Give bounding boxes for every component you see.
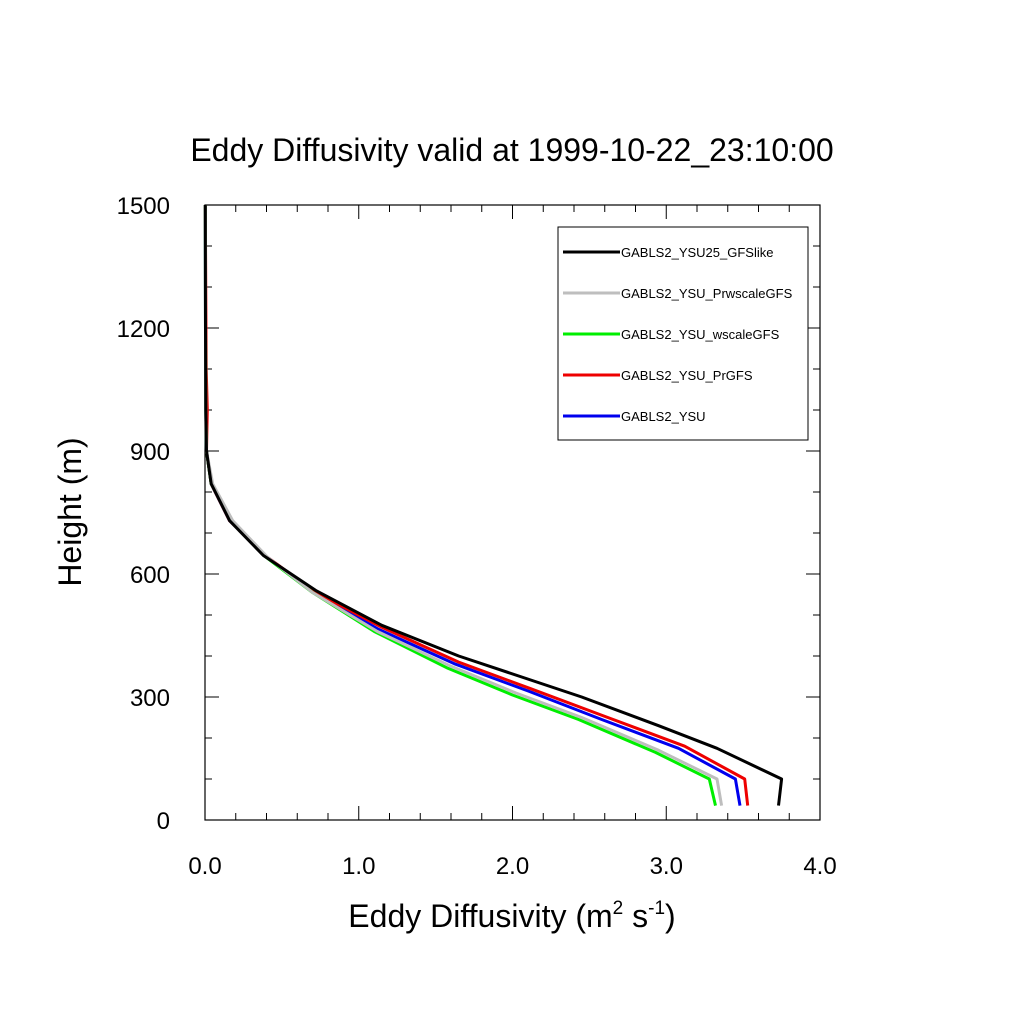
legend-label: GABLS2_YSU_wscaleGFS xyxy=(621,327,780,342)
y-axis-label: Height (m) xyxy=(52,437,88,586)
y-tick-label: 300 xyxy=(130,685,170,712)
chart-title: Eddy Diffusivity valid at 1999-10-22_23:… xyxy=(190,132,833,168)
series-line-gabls2-ysu25-gfslike xyxy=(203,204,784,806)
legend-label: GABLS2_YSU_PrGFS xyxy=(621,368,753,383)
x-axis-label: Eddy Diffusivity (m2 s-1) xyxy=(348,898,675,934)
x-tick-label: 3.0 xyxy=(650,853,683,880)
y-tick-label: 900 xyxy=(130,439,170,466)
x-axis-label-sup1: 2 xyxy=(613,898,624,919)
y-tick-label: 1200 xyxy=(117,316,170,343)
x-tick-label: 1.0 xyxy=(342,853,375,880)
y-tick-label: 600 xyxy=(130,562,170,589)
legend-label: GABLS2_YSU25_GFSlike xyxy=(621,245,773,260)
y-tick-label: 1500 xyxy=(117,193,170,220)
legend-label: GABLS2_YSU_PrwscaleGFS xyxy=(621,286,793,301)
x-axis-label-sup2: -1 xyxy=(648,898,665,919)
series-layer xyxy=(203,204,784,806)
x-tick-label: 0.0 xyxy=(188,853,221,880)
plot-axes: 0.0 1.0 2.0 3.0 4.0 0 300 600 900 1200 1500 xyxy=(117,193,837,880)
x-tick-label: 2.0 xyxy=(496,853,529,880)
x-tick-label: 4.0 xyxy=(803,853,836,880)
legend: GABLS2_YSU25_GFSlike GABLS2_YSU_PrwscaleG… xyxy=(557,226,809,441)
x-axis-label-main: Eddy Diffusivity (m xyxy=(348,898,612,934)
x-axis-label-end: ) xyxy=(665,898,676,934)
legend-label: GABLS2_YSU xyxy=(621,409,706,424)
x-axis-label-mid: s xyxy=(623,898,648,934)
y-tick-label: 0 xyxy=(157,808,170,835)
